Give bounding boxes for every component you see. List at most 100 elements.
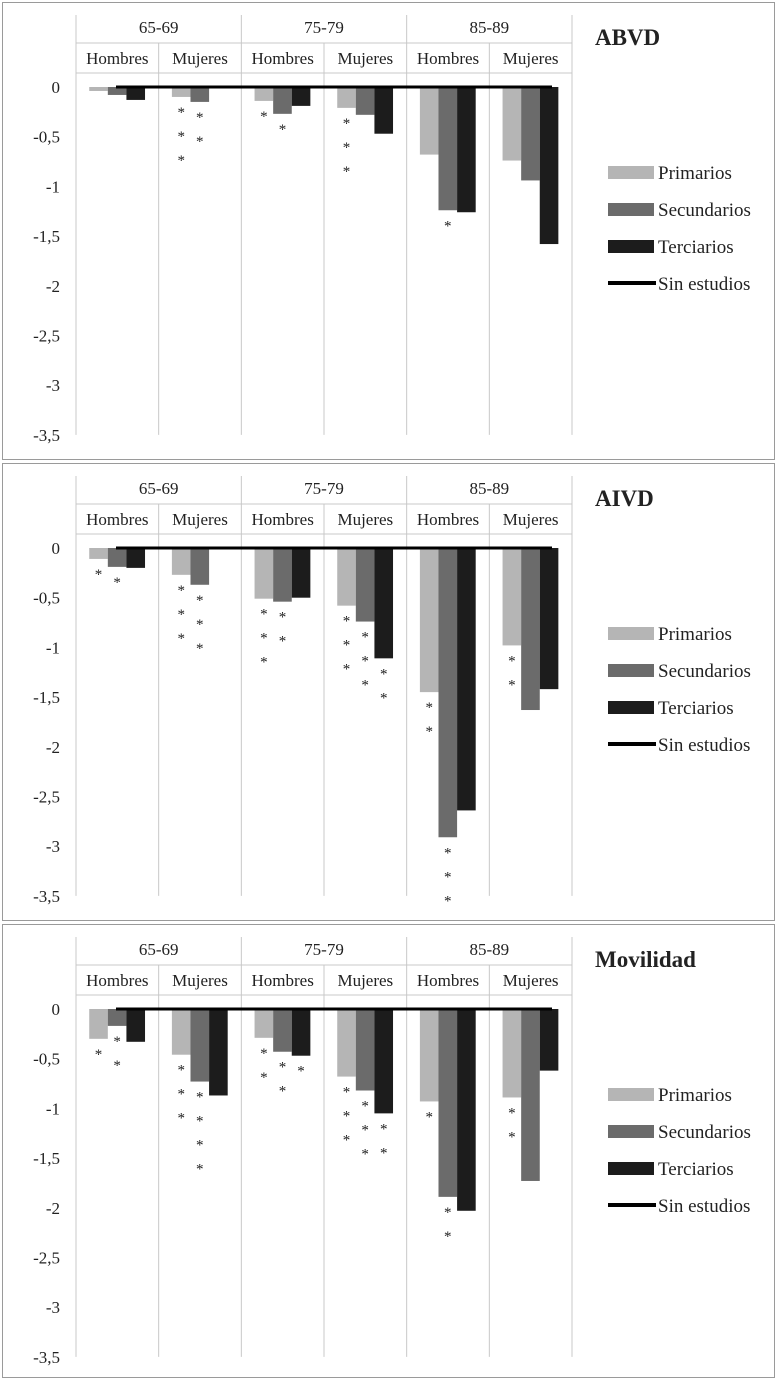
legend-swatch-secundarios (608, 1125, 654, 1138)
bar-secundarios (355, 1009, 375, 1091)
significance-marker: * (279, 122, 287, 138)
y-tick-label: 0 (52, 539, 61, 558)
significance-marker: * (425, 724, 433, 740)
bar-primarios (419, 548, 439, 693)
significance-marker: * (343, 164, 351, 180)
y-tick-label: -2,5 (33, 1249, 60, 1268)
y-tick-label: -1,5 (33, 1149, 60, 1168)
legend-label: Primarios (658, 163, 732, 184)
significance-marker: * (177, 631, 185, 647)
legend-label: Terciarios (658, 698, 734, 719)
bar-terciarios (539, 1009, 559, 1071)
sex-label: Hombres (252, 510, 314, 529)
significance-marker: * (425, 700, 433, 716)
significance-marker: * (343, 1109, 351, 1125)
bar-terciarios (457, 87, 476, 213)
bar-secundarios (355, 87, 375, 115)
legend-swatch-primarios (608, 1088, 654, 1101)
legend-label: Primarios (658, 1085, 732, 1106)
significance-marker: * (260, 1070, 268, 1086)
y-tick-label: -0,5 (33, 128, 60, 147)
bar-terciarios (539, 548, 559, 690)
significance-marker: * (508, 677, 516, 693)
y-tick-label: -3 (46, 1298, 60, 1317)
significance-marker: * (343, 140, 351, 156)
significance-marker: * (260, 631, 268, 647)
significance-marker: * (444, 1229, 452, 1245)
bar-terciarios (374, 548, 394, 659)
legend-swatch-secundarios (608, 664, 654, 677)
bar-primarios (254, 548, 274, 599)
y-tick-label: -3 (46, 376, 60, 395)
age-group-label: 65-69 (139, 940, 179, 959)
significance-marker: * (444, 1205, 452, 1221)
chart-title: Movilidad (595, 947, 696, 972)
y-tick-label: -2,5 (33, 327, 60, 346)
bar-terciarios (126, 1009, 146, 1042)
bar-secundarios (273, 87, 292, 114)
sex-label: Mujeres (337, 971, 393, 990)
y-tick-label: -3,5 (33, 887, 60, 906)
significance-marker: * (279, 1084, 287, 1100)
sex-label: Mujeres (172, 971, 228, 990)
age-group-label: 65-69 (139, 18, 179, 37)
significance-marker: * (343, 1133, 351, 1149)
legend-label: Terciarios (658, 237, 734, 258)
bar-secundarios (190, 548, 210, 585)
significance-marker: * (508, 1105, 516, 1121)
chart-aivd: 0 -0,5 -1 -1,5 -2 -2,5 -3 -3,5 65-69 75-79 85-89 Ho… (33, 476, 751, 909)
significance-marker: * (196, 593, 204, 609)
sex-label: Mujeres (172, 510, 228, 529)
significance-marker: * (361, 630, 369, 646)
significance-marker: * (177, 129, 185, 145)
significance-marker: * (361, 654, 369, 670)
significance-marker: * (177, 607, 185, 623)
significance-marker: * (260, 109, 268, 125)
bar-terciarios (539, 87, 559, 245)
significance-marker: * (177, 583, 185, 599)
bar-secundarios (438, 1009, 458, 1197)
legend-swatch-terciarios (608, 701, 654, 714)
bar-secundarios (521, 1009, 540, 1181)
significance-marker: * (297, 1064, 305, 1080)
sex-label: Mujeres (503, 971, 559, 990)
bar-primarios (89, 87, 108, 91)
sex-label: Hombres (417, 49, 479, 68)
legend-label: Secundarios (658, 1122, 751, 1143)
significance-marker: * (361, 1099, 369, 1115)
chart-movilidad: 0 -0,5 -1 -1,5 -2 -2,5 -3 -3,5 65-69 75-79 85-89 Ho… (33, 937, 751, 1367)
significance-marker: * (177, 153, 185, 169)
sex-label: Mujeres (337, 49, 393, 68)
legend-label: Sin estudios (658, 1196, 750, 1217)
age-group-label: 75-79 (304, 940, 344, 959)
significance-marker: * (343, 662, 351, 678)
significance-marker: * (95, 567, 103, 583)
legend-swatch-secundarios (608, 203, 654, 216)
bar-secundarios (190, 1009, 210, 1082)
y-tick-label: -3,5 (33, 426, 60, 445)
significance-marker: * (508, 1129, 516, 1145)
bar-primarios (419, 87, 439, 155)
significance-marker: * (113, 575, 121, 591)
y-tick-label: -1 (46, 177, 60, 196)
bar-primarios (502, 1009, 522, 1098)
bar-secundarios (107, 1009, 127, 1026)
bar-primarios (89, 548, 108, 559)
significance-marker: * (380, 690, 388, 706)
sex-label: Hombres (252, 49, 314, 68)
significance-marker: * (177, 1087, 185, 1103)
significance-marker: * (343, 116, 351, 132)
bar-secundarios (190, 87, 210, 102)
legend-label: Sin estudios (658, 274, 750, 295)
bar-primarios (502, 548, 522, 646)
bar-primarios (254, 1009, 274, 1038)
y-tick-label: -2 (46, 1199, 60, 1218)
chart-title: AIVD (595, 486, 654, 511)
significance-marker: * (196, 1162, 204, 1178)
significance-marker: * (444, 845, 452, 861)
bar-primarios (171, 548, 191, 575)
significance-marker: * (177, 1111, 185, 1127)
bar-terciarios (126, 548, 146, 568)
significance-marker: * (196, 1138, 204, 1154)
significance-marker: * (177, 1063, 185, 1079)
